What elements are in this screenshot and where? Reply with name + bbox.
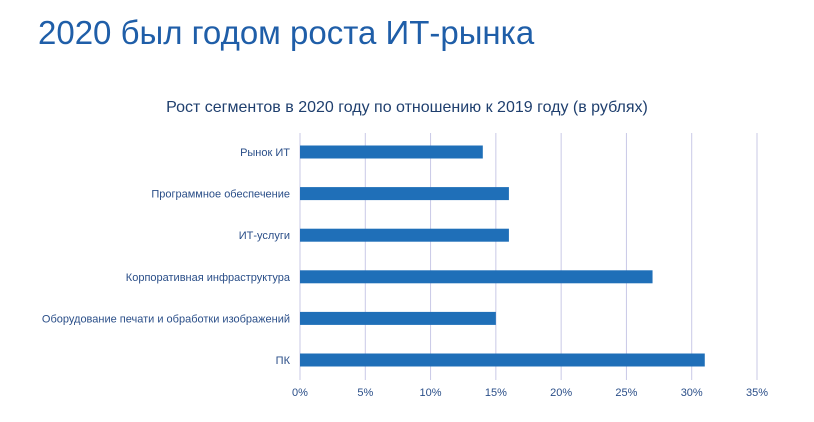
x-tick-label: 10%	[420, 387, 442, 399]
x-tick-label: 35%	[746, 387, 768, 399]
x-tick-label: 0%	[292, 387, 308, 399]
x-tick-label: 30%	[681, 387, 703, 399]
category-label: Рынок ИТ	[240, 147, 290, 159]
x-axis-tick-labels: 0% 5% 10% 15% 20% 25% 30% 35%	[292, 387, 768, 399]
category-label: ИТ-услуги	[239, 230, 290, 242]
x-tick-label: 25%	[615, 387, 637, 399]
bar	[300, 187, 509, 201]
x-tick-label: 20%	[550, 387, 572, 399]
bar	[300, 311, 496, 325]
chart-title: Рост сегментов в 2020 году по отношению …	[166, 99, 648, 116]
page-title: 2020 был годом роста ИТ-рынка	[38, 14, 535, 51]
bar	[300, 270, 653, 284]
category-label: ПК	[276, 355, 291, 367]
category-label: Программное обеспечение	[151, 189, 290, 201]
x-tick-label: 15%	[485, 387, 507, 399]
category-labels: Рынок ИТ Программное обеспечение ИТ-услуги…	[42, 147, 291, 367]
bar	[300, 353, 705, 367]
bars	[300, 145, 705, 367]
bar	[300, 145, 483, 159]
category-label: Оборудование печати и обработки изображе…	[42, 313, 290, 325]
gridlines	[299, 133, 758, 380]
category-label: Корпоративная инфраструктура	[126, 272, 291, 284]
bar	[300, 228, 509, 242]
x-tick-label: 5%	[357, 387, 373, 399]
